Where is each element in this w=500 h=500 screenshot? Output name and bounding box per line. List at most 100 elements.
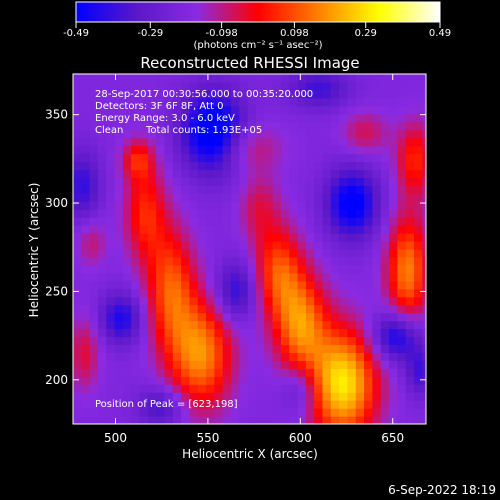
heatmap-cell bbox=[147, 74, 157, 83]
heatmap-cell bbox=[89, 129, 99, 139]
heatmap-cell bbox=[164, 74, 174, 83]
heatmap-cell bbox=[247, 360, 257, 369]
heatmap-cell bbox=[131, 105, 141, 115]
heatmap-cell bbox=[272, 304, 282, 314]
heatmap-cell bbox=[231, 376, 240, 385]
heatmap-cell bbox=[89, 105, 99, 115]
heatmap-cell bbox=[347, 249, 357, 258]
heatmap-cell bbox=[272, 328, 282, 338]
heatmap-cell bbox=[280, 400, 290, 409]
heatmap-cell bbox=[322, 328, 332, 338]
heatmap-cell bbox=[139, 97, 149, 107]
heatmap-cell bbox=[397, 241, 407, 250]
heatmap-cell bbox=[172, 320, 182, 330]
heatmap-cell bbox=[181, 288, 191, 298]
heatmap-cell bbox=[372, 344, 382, 353]
heatmap-cell bbox=[156, 304, 166, 314]
heatmap-cell bbox=[97, 256, 107, 266]
heatmap-cell bbox=[280, 344, 290, 353]
heatmap-cell bbox=[280, 416, 290, 424]
heatmap-cell bbox=[239, 312, 249, 322]
heatmap-cell bbox=[89, 368, 99, 377]
heatmap-cell bbox=[189, 121, 199, 131]
heatmap-cell bbox=[380, 312, 390, 322]
heatmap-cell bbox=[255, 272, 265, 282]
heatmap-cell bbox=[122, 97, 132, 107]
heatmap-cell bbox=[147, 97, 157, 107]
heatmap-cell bbox=[314, 376, 324, 385]
heatmap-cell bbox=[272, 209, 282, 218]
heatmap-cell bbox=[255, 360, 265, 369]
heatmap-cell bbox=[364, 89, 374, 99]
heatmap-cell bbox=[206, 392, 215, 401]
heatmap-cell bbox=[81, 145, 91, 155]
heatmap-cell bbox=[389, 153, 398, 163]
heatmap-cell bbox=[289, 153, 299, 163]
heatmap-cell bbox=[97, 177, 107, 186]
heatmap-cell bbox=[239, 169, 249, 178]
heatmap-cell bbox=[197, 272, 207, 282]
heatmap-cell bbox=[114, 241, 124, 250]
heatmap-cell bbox=[189, 328, 199, 338]
heatmap-cell bbox=[314, 105, 324, 115]
heatmap-cell bbox=[264, 312, 274, 322]
heatmap-cell bbox=[139, 280, 149, 290]
heatmap-cell bbox=[247, 161, 257, 171]
heatmap-cell bbox=[172, 233, 182, 242]
heatmap-cell bbox=[380, 352, 390, 361]
heatmap-cell bbox=[372, 145, 382, 155]
heatmap-cell bbox=[314, 320, 324, 330]
heatmap-cell bbox=[122, 105, 132, 115]
heatmap-cell bbox=[413, 368, 423, 377]
heatmap-cell bbox=[189, 368, 199, 377]
heatmap-cell bbox=[81, 376, 91, 385]
heatmap-cell bbox=[272, 153, 282, 163]
heatmap-cell bbox=[247, 264, 257, 274]
heatmap-cell bbox=[206, 233, 215, 242]
heatmap-cell bbox=[147, 256, 157, 266]
heatmap-cell bbox=[122, 288, 132, 298]
heatmap-cell bbox=[214, 264, 224, 274]
heatmap-cell bbox=[231, 225, 240, 234]
heatmap-cell bbox=[181, 105, 191, 115]
heatmap-cell bbox=[73, 233, 82, 242]
heatmap-cell bbox=[347, 328, 357, 338]
heatmap-cell bbox=[339, 392, 349, 401]
heatmap-cell bbox=[81, 113, 91, 123]
heatmap-cell bbox=[122, 328, 132, 338]
heatmap-cell bbox=[206, 74, 215, 83]
heatmap-cell bbox=[231, 201, 240, 210]
heatmap-cell bbox=[355, 249, 365, 258]
heatmap-cell bbox=[305, 209, 315, 218]
heatmap-cell bbox=[355, 97, 365, 107]
heatmap-cell bbox=[172, 217, 182, 226]
heatmap-cell bbox=[131, 249, 141, 258]
heatmap-cell bbox=[231, 81, 240, 91]
heatmap-cell bbox=[181, 304, 191, 314]
heatmap-cell bbox=[206, 145, 215, 155]
heatmap-cell bbox=[372, 81, 382, 91]
heatmap-cell bbox=[289, 249, 299, 258]
heatmap-cell bbox=[422, 169, 426, 178]
heatmap-cell bbox=[355, 113, 365, 123]
heatmap-cell bbox=[380, 296, 390, 306]
heatmap-cell bbox=[122, 304, 132, 314]
colorbar-tick-label: 0.29 bbox=[355, 28, 377, 39]
heatmap-cell bbox=[147, 344, 157, 353]
heatmap-cell bbox=[189, 145, 199, 155]
heatmap-cell bbox=[322, 241, 332, 250]
heatmap-cell bbox=[297, 185, 307, 194]
heatmap-cell bbox=[339, 225, 349, 234]
heatmap-cell bbox=[206, 408, 215, 417]
heatmap-cell bbox=[197, 74, 207, 83]
heatmap-cell bbox=[164, 392, 174, 401]
heatmap-cell bbox=[389, 81, 398, 91]
heatmap-cell bbox=[247, 145, 257, 155]
heatmap-cell bbox=[272, 97, 282, 107]
heatmap-cell bbox=[156, 344, 166, 353]
heatmap-cell bbox=[305, 304, 315, 314]
heatmap-cell bbox=[81, 185, 91, 194]
heatmap-cell bbox=[372, 185, 382, 194]
heatmap-cell bbox=[330, 304, 340, 314]
